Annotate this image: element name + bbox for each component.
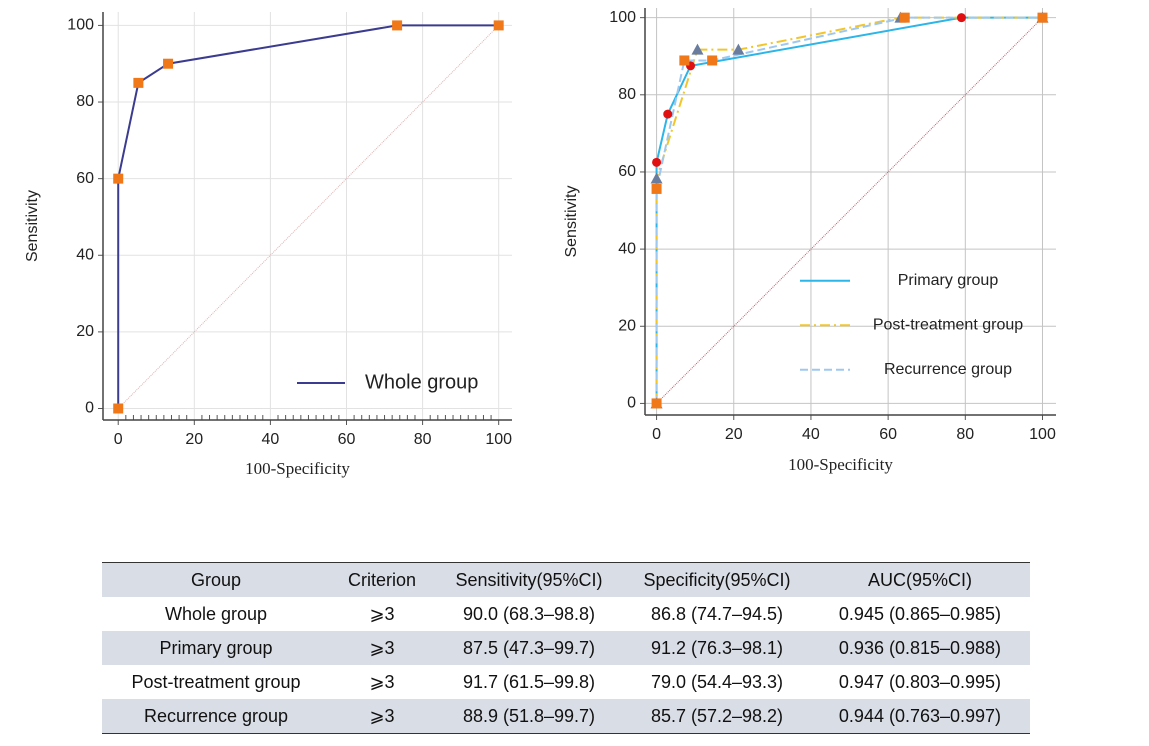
point: [732, 43, 745, 55]
table-cell: Post-treatment group: [131, 671, 301, 692]
point: [493, 20, 504, 31]
x-tick-label: 80: [956, 426, 974, 443]
y-tick-label: 0: [85, 400, 94, 417]
y-tick-label: 60: [76, 170, 94, 187]
table-cell: Sensitivity(95%CI): [434, 562, 624, 597]
table-cell: 85.7 (57.2–98.2): [624, 699, 810, 734]
legend-label: Whole group: [365, 371, 478, 393]
y-tick-label: 80: [76, 93, 94, 110]
x-tick-label: 40: [262, 431, 280, 448]
point: [113, 403, 124, 414]
point: [652, 157, 662, 167]
table-cell: 91.7 (61.5–99.8): [462, 671, 596, 692]
charts: 0 20 40 60 80 100 0 20 40 60 80 100 100-Specificity S…: [24, 8, 1056, 478]
table-cell: Whole group: [164, 603, 268, 624]
x-tick-label: 100: [485, 431, 512, 448]
y-tick-label: 100: [67, 17, 94, 34]
x-axis-label: 100-Specificity: [788, 455, 893, 474]
series-line: [655, 16, 1043, 404]
y-tick-label: 20: [76, 323, 94, 340]
table-cell: 87.5 (47.3–99.7): [434, 631, 624, 665]
table-row: Whole group ⩾3 90.0 (68.3–98.8) 86.8 (74.7–…: [102, 597, 1030, 631]
x-tick-label: 80: [414, 431, 432, 448]
y-tick-label: 20: [618, 317, 636, 334]
x-tick-label: 40: [802, 426, 820, 443]
x-tick-label: 0: [114, 431, 123, 448]
point: [650, 172, 663, 184]
x-tick-label: 20: [185, 431, 203, 448]
table-row: Group Criterion Sensitivity(95%CI) Specific…: [102, 562, 1030, 597]
y-tick-label: 40: [76, 246, 94, 263]
table-cell: ⩾3: [330, 631, 434, 665]
point: [392, 20, 403, 31]
table-cell: Group: [102, 562, 330, 597]
legend-label: Recurrence group: [884, 361, 1012, 378]
table-cell: Criterion: [330, 562, 434, 597]
point: [163, 58, 174, 69]
table-row: Primary group ⩾3 87.5 (47.3–99.7) 91.2 (76.…: [102, 631, 1030, 665]
table-cell: 90.0 (68.3–98.8): [462, 603, 596, 624]
reference-line: [656, 17, 1043, 404]
y-tick-label: 0: [627, 395, 636, 412]
y-axis-label: Sensitivity: [563, 185, 580, 257]
table-cell: ⩾3: [369, 671, 395, 692]
table-row: Post-treatment group ⩾3 91.7 (61.5–99.8) 79…: [102, 665, 1030, 699]
y-axis-label: Sensitivity: [24, 190, 41, 262]
point: [679, 55, 690, 66]
point: [956, 13, 966, 23]
x-tick-label: 100: [1029, 426, 1056, 443]
x-tick-label: 0: [652, 426, 661, 443]
table-cell: 0.947 (0.803–0.995): [838, 671, 1002, 692]
point: [1037, 12, 1048, 23]
table-cell: ⩾3: [369, 603, 395, 624]
table-cell: 0.945 (0.865–0.985): [838, 603, 1002, 624]
table-cell: 91.2 (76.3–98.1): [624, 631, 810, 665]
x-tick-label: 60: [338, 431, 356, 448]
point: [663, 109, 673, 119]
table-cell: 0.936 (0.815–0.988): [810, 631, 1030, 665]
point: [707, 55, 718, 66]
table-cell: AUC(95%CI): [810, 562, 1030, 597]
x-tick-label: 60: [879, 426, 897, 443]
y-tick-label: 80: [618, 86, 636, 103]
point: [651, 398, 662, 409]
reference-line: [117, 25, 500, 409]
x-axis-label: 100-Specificity: [245, 459, 350, 478]
results-table: Group Criterion Sensitivity(95%CI) Specific…: [102, 562, 1030, 734]
legend-label: Post-treatment group: [873, 316, 1023, 333]
table-cell: Primary group: [102, 631, 330, 665]
table-cell: 88.9 (51.8–99.7): [434, 699, 624, 734]
table-cell: 79.0 (54.4–93.3): [650, 671, 784, 692]
point: [113, 173, 124, 184]
table-cell: 0.944 (0.763–0.997): [810, 699, 1030, 734]
x-tick-label: 20: [725, 426, 743, 443]
series-line: [117, 24, 499, 409]
y-tick-label: 60: [618, 163, 636, 180]
y-tick-label: 40: [618, 240, 636, 257]
y-tick-label: 100: [609, 9, 636, 26]
table-cell: Recurrence group: [102, 699, 330, 734]
legend-label: Primary group: [898, 272, 999, 289]
point: [691, 43, 704, 55]
table-row: Recurrence group ⩾3 88.9 (51.8–99.7) 85.7 (…: [102, 699, 1030, 734]
table-cell: ⩾3: [330, 699, 434, 734]
point: [899, 12, 910, 23]
table-cell: Specificity(95%CI): [624, 562, 810, 597]
point: [651, 183, 662, 194]
point: [133, 77, 144, 88]
table-cell: 86.8 (74.7–94.5): [650, 603, 784, 624]
